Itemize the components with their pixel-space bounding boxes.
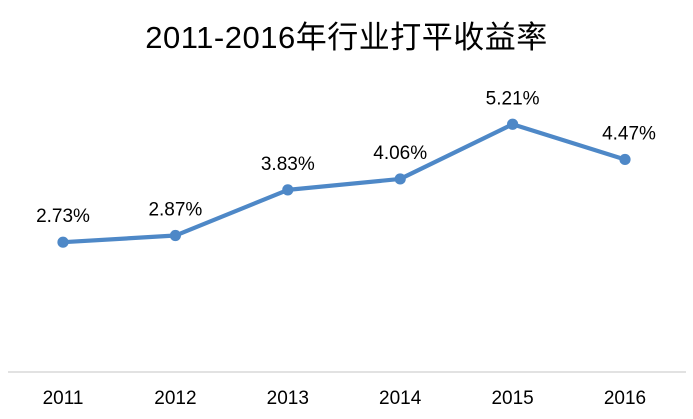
x-tick-label: 2013 <box>267 388 309 409</box>
data-point <box>394 173 406 185</box>
data-point <box>506 118 519 130</box>
data-point <box>169 229 181 242</box>
data-label: 2.87% <box>148 200 202 221</box>
data-label: 4.06% <box>373 143 427 164</box>
chart-title: 2011-2016年行业打平收益率 <box>145 20 548 55</box>
data-label: 2.73% <box>36 206 90 227</box>
data-label: 3.83% <box>261 154 315 175</box>
data-point <box>619 153 631 166</box>
x-tick-label: 2015 <box>491 388 533 409</box>
data-point <box>57 236 69 248</box>
x-tick-label: 2014 <box>379 388 422 409</box>
data-label: 5.21% <box>486 88 540 109</box>
data-point <box>282 184 294 196</box>
x-tick-label: 2011 <box>43 388 84 409</box>
x-tick-label: 2012 <box>154 388 196 409</box>
x-tick-label: 2016 <box>604 388 646 409</box>
series-line <box>60 122 628 245</box>
data-label: 4.47% <box>602 123 656 144</box>
